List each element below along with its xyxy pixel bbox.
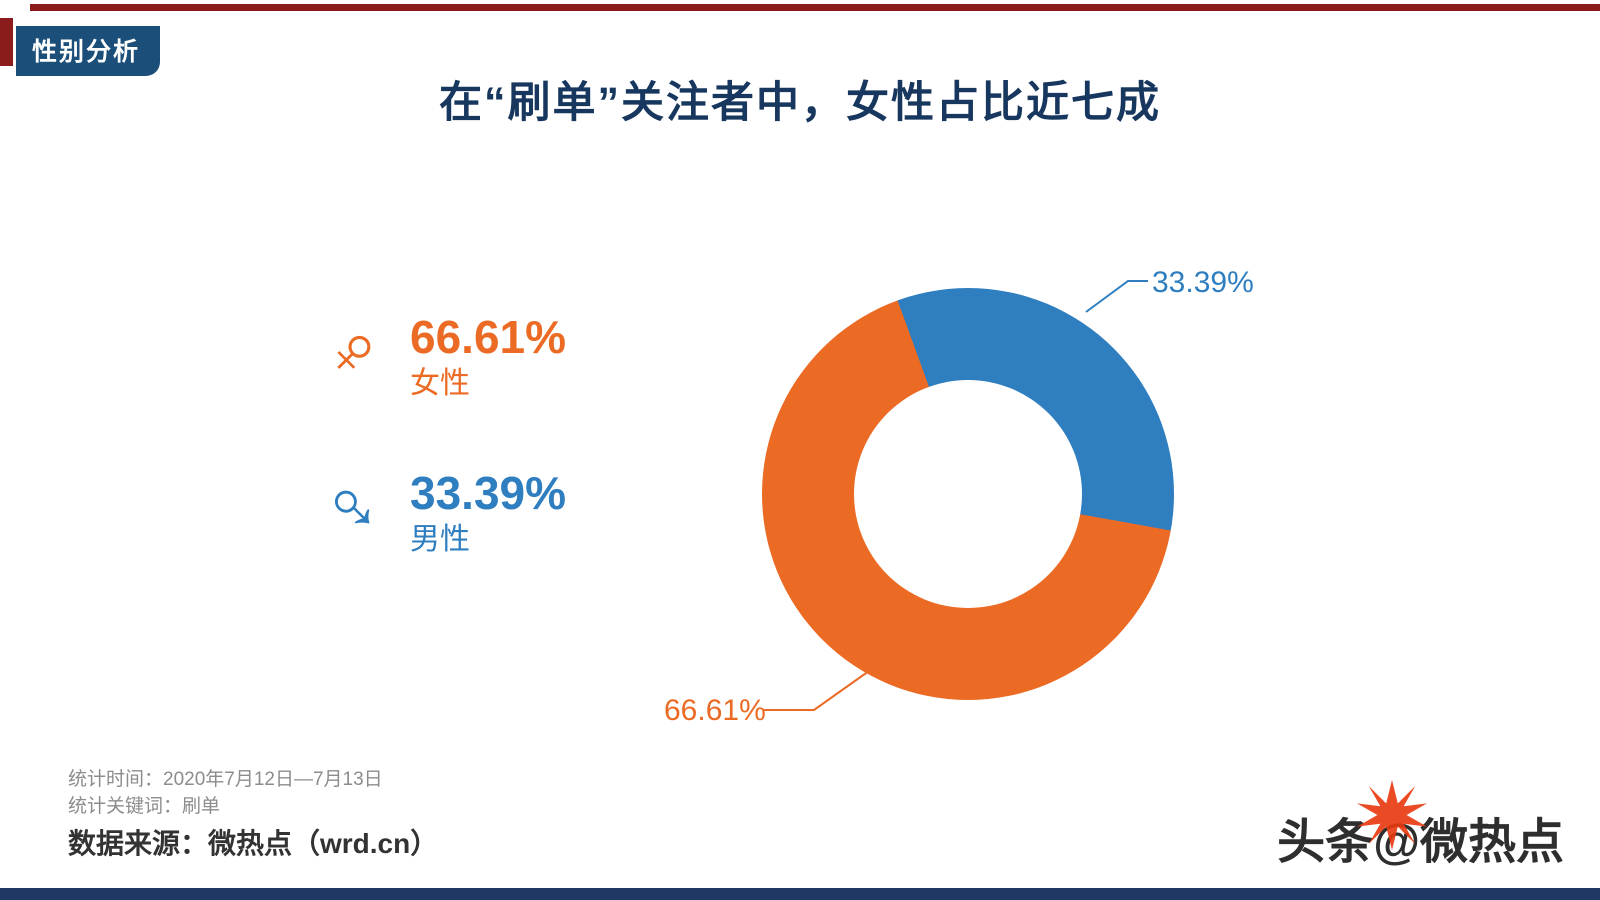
male-leader-line [1085, 280, 1148, 313]
legend-item-female: ♀ 66.61% 女性 [300, 299, 566, 406]
donut-chart [762, 288, 1174, 700]
female-label: 女性 [410, 367, 470, 400]
female-value: 66.61% [410, 311, 567, 363]
footer-notes: 统计时间：2020年7月12日—7月13日 统计关键词：刷单 数据来源：微热点（… [68, 766, 438, 864]
stats-keyword-line: 统计关键词：刷单 [68, 796, 221, 817]
legend-item-male: ♂ 33.39% 男性 [300, 468, 566, 562]
bottom-accent-bar [0, 888, 1600, 900]
male-label: 男性 [410, 523, 470, 556]
left-accent-bar [0, 18, 13, 66]
section-badge: 性别分析 [16, 26, 161, 76]
logo-text-left: 头条 [1277, 816, 1374, 869]
female-icon: ♀ [300, 299, 410, 403]
brand-logo: 头条 @微热点 [1277, 780, 1564, 872]
female-slice-label: 66.61% [664, 694, 766, 727]
legend-female-text: 66.61% 女性 [410, 312, 566, 406]
chart-legend: ♀ 66.61% 女性 ♂ 33.39% 男性 [300, 299, 566, 624]
top-accent-line [30, 4, 1600, 11]
donut-hole [854, 380, 1082, 608]
male-icon: ♂ [300, 468, 410, 546]
logo-text-right: @微热点 [1373, 816, 1564, 869]
female-symbol-glyph: ♀ [303, 299, 407, 403]
male-slice-label: 33.39% [1152, 266, 1254, 299]
male-value: 33.39% [410, 467, 567, 519]
legend-male-text: 33.39% 男性 [410, 468, 566, 562]
flame-icon [1357, 780, 1428, 850]
page-title: 在“刷单”关注者中，女性占比近七成 [439, 79, 1161, 127]
data-source-line: 数据来源：微热点（wrd.cn） [68, 828, 439, 859]
stats-time-line: 统计时间：2020年7月12日—7月13日 [68, 769, 383, 790]
female-leader-line [764, 665, 877, 711]
logo-at-wrap: @微热点 [1357, 780, 1564, 872]
male-symbol-glyph: ♂ [311, 477, 399, 537]
